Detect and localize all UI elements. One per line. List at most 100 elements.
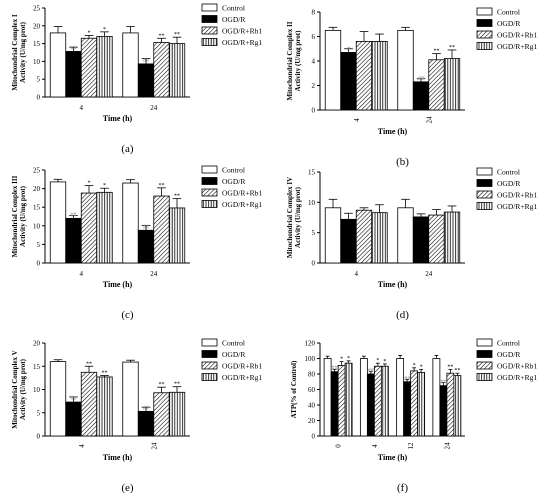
- bar: [330, 371, 339, 437]
- y-tick-label: 15: [33, 363, 41, 371]
- y-axis-title-line: Mitochondrial Complex I: [11, 14, 19, 90]
- bar: [443, 58, 461, 111]
- y-axis-title-line: ATP(% of Control): [290, 360, 298, 418]
- bar: [96, 36, 113, 98]
- bar: [49, 361, 67, 437]
- significance-mark: **: [159, 183, 165, 189]
- y-tick-label: 0: [37, 433, 41, 441]
- y-tick-label: 0: [312, 433, 316, 441]
- bar: [446, 372, 455, 437]
- x-tick-label: 4: [353, 118, 361, 122]
- legend-swatch: [201, 200, 218, 208]
- legend-swatch: [476, 202, 493, 210]
- legend-swatch: [201, 350, 218, 358]
- significance-mark: **: [449, 45, 455, 51]
- y-tick-label: 15: [33, 40, 41, 48]
- significance-mark: **: [86, 361, 92, 367]
- y-tick-label: 20: [33, 340, 41, 348]
- bar: [428, 59, 445, 111]
- bar: [324, 207, 342, 264]
- legend-swatch: [201, 3, 218, 12]
- legend-label: Control: [222, 4, 245, 13]
- significance-mark: ##: [71, 396, 77, 402]
- bar: [168, 391, 186, 437]
- legend-swatch: [201, 26, 218, 35]
- bar: [355, 209, 373, 264]
- bar: [439, 385, 448, 437]
- significance-mark: **: [174, 194, 180, 200]
- legend-swatch: [201, 188, 218, 197]
- bar: [65, 51, 82, 98]
- legend: Control OGD/R OGD/R+Rb1 OGD/R+Rg1: [201, 3, 262, 47]
- x-axis-title: Time (h): [378, 280, 408, 289]
- y-axis-title-line: Activity (U/mg prot): [294, 30, 302, 92]
- y-tick-label: 5: [37, 241, 41, 249]
- bar: [49, 181, 67, 264]
- bar: [80, 371, 98, 437]
- panel-label: (c): [121, 309, 134, 321]
- bar: [324, 29, 342, 111]
- legend-label: OGD/R+Rg1: [222, 38, 262, 47]
- bar: [65, 217, 82, 264]
- x-axis-title: Time (h): [378, 453, 408, 462]
- legend-label: OGD/R+Rg1: [222, 373, 262, 382]
- x-axis-title: Time (h): [103, 280, 133, 289]
- bar: [49, 32, 67, 98]
- y-axis-title: Mitochondrial Complex IIActivity (U/mg p…: [286, 21, 302, 100]
- legend: Control OGD/R OGD/R+Rb1 OGD/R+Rg1: [476, 167, 537, 211]
- legend-label: OGD/R: [497, 179, 520, 188]
- bar: [432, 358, 441, 437]
- y-tick-label: 5: [312, 229, 316, 237]
- significance-mark: *: [103, 27, 106, 33]
- significance-mark: ##: [71, 212, 77, 218]
- legend-swatch: [476, 338, 493, 347]
- bar: [96, 376, 113, 437]
- y-tick-label: 8: [312, 9, 316, 17]
- bar: [153, 195, 170, 264]
- bar: [168, 43, 186, 98]
- significance-mark: *: [103, 183, 106, 189]
- bar: [412, 81, 430, 111]
- y-tick-label: 120: [305, 340, 316, 348]
- significance-mark: ##: [143, 405, 149, 411]
- legend-swatch: [476, 373, 493, 381]
- bar: [337, 365, 346, 437]
- bar: [96, 191, 113, 264]
- significance-mark: **: [102, 371, 108, 377]
- legend-label: OGD/R+Rb1: [497, 362, 537, 371]
- legend-swatch: [476, 167, 493, 176]
- legend: Control OGD/R OGD/R+Rb1 OGD/R+Rg1: [201, 338, 262, 382]
- bar: [417, 372, 426, 437]
- legend-swatch: [201, 338, 218, 347]
- bar: [397, 29, 414, 111]
- legend-label: OGD/R: [497, 19, 520, 28]
- legend-label: OGD/R+Rb1: [222, 27, 262, 36]
- legend-label: Control: [497, 8, 520, 17]
- x-tick-label: 4: [355, 270, 359, 278]
- bar: [340, 218, 357, 264]
- y-tick-label: 10: [308, 199, 316, 207]
- legend-swatch: [476, 42, 493, 50]
- legend-label: OGD/R+Rb1: [222, 189, 262, 198]
- significance-mark: ##: [332, 366, 338, 372]
- y-tick-label: 4: [312, 58, 316, 66]
- legend-label: OGD/R+Rg1: [497, 202, 537, 211]
- bar: [355, 41, 373, 111]
- y-tick-label: 100: [305, 355, 316, 363]
- significance-mark: ##: [368, 368, 374, 374]
- bar: [380, 365, 389, 437]
- significance-mark: *: [383, 359, 386, 365]
- y-axis-title: Mitochondrial Complex VActivity (U/mg pr…: [11, 350, 27, 428]
- legend-swatch: [201, 361, 218, 370]
- x-tick-label: 4: [80, 104, 84, 112]
- significance-mark: **: [174, 382, 180, 388]
- bar: [137, 229, 155, 264]
- legend: Control OGD/R OGD/R+Rb1 OGD/R+Rg1: [476, 338, 537, 382]
- bar: [137, 410, 155, 437]
- legend-label: OGD/R: [222, 15, 245, 24]
- y-axis-title-line: Mitochondrial Complex IV: [286, 177, 294, 258]
- bar: [443, 211, 461, 264]
- bar: [366, 373, 375, 437]
